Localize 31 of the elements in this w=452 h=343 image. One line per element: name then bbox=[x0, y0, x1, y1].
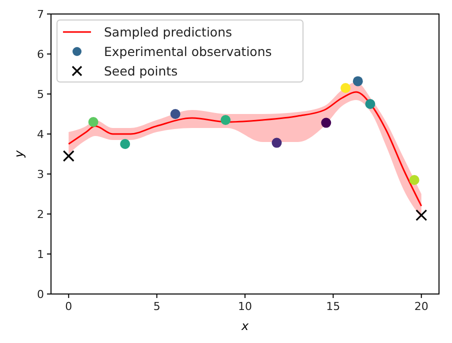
x-axis-title: x bbox=[240, 319, 250, 333]
y-tick-label: 5 bbox=[37, 88, 44, 101]
point bbox=[416, 209, 428, 221]
y-tick-label: 6 bbox=[37, 48, 44, 61]
legend-label: Sampled predictions bbox=[104, 24, 232, 40]
point bbox=[170, 109, 180, 119]
y-tick-label: 1 bbox=[37, 248, 44, 261]
point bbox=[352, 76, 363, 86]
x-tick-label: 15 bbox=[326, 300, 340, 313]
legend-label: Seed points bbox=[104, 64, 178, 78]
x-tick-label: 20 bbox=[414, 300, 428, 313]
x-tick-label: 0 bbox=[65, 300, 72, 313]
y-tick-label: 3 bbox=[37, 168, 44, 181]
x-tick-label: 10 bbox=[238, 300, 252, 313]
point bbox=[62, 150, 74, 162]
x-tick-label: 5 bbox=[153, 300, 160, 313]
y-tick-label: 7 bbox=[37, 8, 44, 21]
line-series bbox=[68, 91, 422, 207]
point bbox=[220, 115, 231, 125]
point bbox=[272, 138, 282, 148]
point bbox=[409, 175, 420, 185]
point bbox=[340, 83, 351, 93]
point bbox=[88, 117, 98, 127]
legend-label: Experimental observations bbox=[104, 44, 272, 59]
point bbox=[120, 139, 130, 149]
y-tick-label: 4 bbox=[37, 128, 44, 141]
point bbox=[365, 99, 376, 109]
y-axis-title: y bbox=[12, 150, 26, 159]
y-tick-label: 0 bbox=[37, 288, 44, 301]
y-tick-label: 2 bbox=[37, 208, 44, 221]
point bbox=[321, 118, 332, 128]
